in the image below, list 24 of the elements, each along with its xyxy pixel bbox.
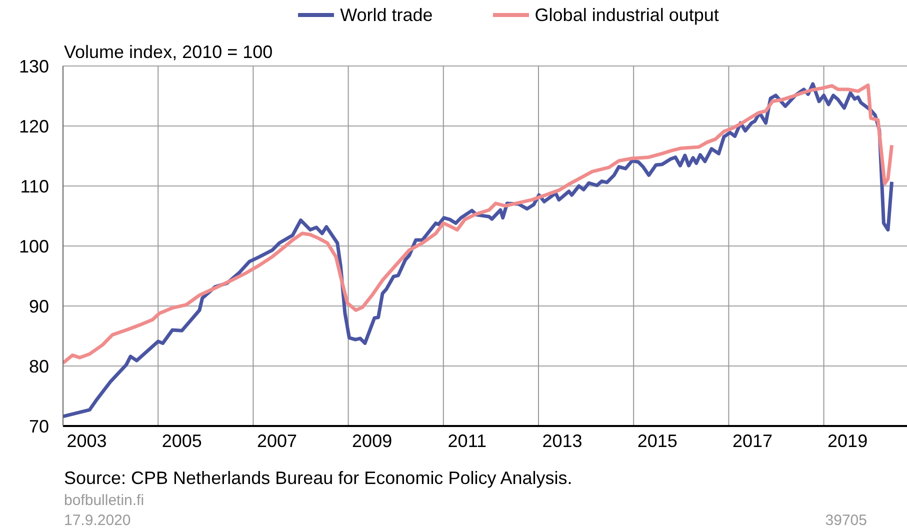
text: 39705 bbox=[825, 512, 867, 529]
y-tick-label: 80 bbox=[28, 356, 49, 376]
text: 17.9.2020 bbox=[64, 512, 131, 529]
x-tick-label: 2015 bbox=[637, 430, 678, 451]
y-axis-title: Volume index, 2010 = 100 bbox=[64, 42, 273, 63]
legend-label: World trade bbox=[340, 4, 433, 26]
source-note: Source: CPB Netherlands Bureau for Economic Policy Analysis. bbox=[64, 468, 572, 489]
x-tick-label: 2003 bbox=[66, 430, 107, 451]
x-tick-label: 2011 bbox=[448, 430, 487, 451]
x-tick-label: 2017 bbox=[732, 430, 772, 451]
x-tick-label: 2005 bbox=[162, 430, 202, 451]
text: bofbulletin.fi bbox=[64, 492, 144, 509]
x-tick-label: 2009 bbox=[352, 430, 392, 451]
legend-label: Global industrial output bbox=[534, 4, 719, 26]
y-tick-label: 130 bbox=[18, 56, 49, 76]
x-tick-label: 2019 bbox=[828, 430, 868, 451]
line-series bbox=[63, 83, 894, 365]
x-tick-label: 2007 bbox=[256, 430, 297, 451]
y-tick-label: 70 bbox=[28, 416, 49, 436]
y-tick-label: 100 bbox=[18, 236, 49, 256]
y-tick-label: 120 bbox=[18, 116, 49, 136]
y-tick-label: 110 bbox=[20, 176, 49, 196]
y-tick-label: 90 bbox=[28, 296, 49, 316]
x-tick-label: 2013 bbox=[542, 430, 582, 451]
